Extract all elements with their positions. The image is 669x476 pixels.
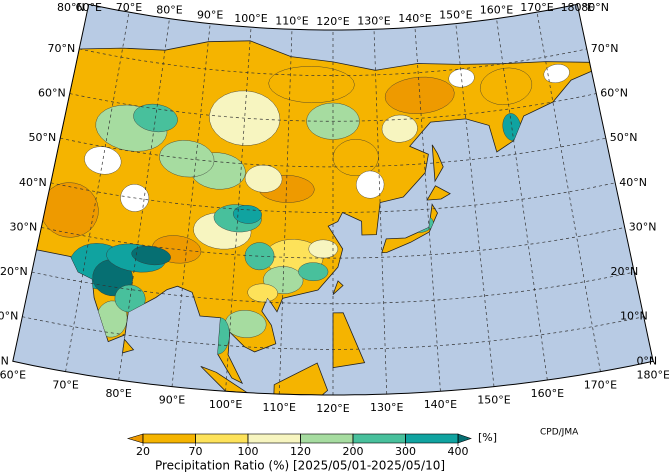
lat-label: 0°N bbox=[636, 354, 657, 367]
meridian bbox=[171, 23, 211, 387]
colorbar-low bbox=[126, 433, 144, 444]
lon-label: 180°E bbox=[636, 368, 669, 381]
map-labels: 60°E60°E70°E70°E80°E80°E90°E90°E100°E100… bbox=[0, 1, 669, 415]
lon-label: 100°E bbox=[209, 398, 242, 411]
colorbar-tick-label: 20 bbox=[136, 445, 150, 458]
lon-label: 120°E bbox=[316, 15, 349, 28]
lon-label: 80°E bbox=[105, 387, 131, 400]
colorbar-bin bbox=[300, 433, 354, 444]
lat-label: 30°N bbox=[629, 220, 657, 233]
lon-label: 170°E bbox=[584, 379, 617, 392]
lon-label: 60°E bbox=[0, 368, 26, 381]
parallel bbox=[22, 316, 644, 350]
colorbar-tick-label: 300 bbox=[395, 445, 416, 458]
parallel bbox=[41, 227, 625, 259]
lon-label: 140°E bbox=[398, 12, 431, 25]
parallel bbox=[60, 137, 606, 168]
lon-label: 70°E bbox=[52, 379, 78, 392]
lat-label: 40°N bbox=[619, 176, 647, 189]
precip-area bbox=[543, 64, 570, 84]
legend-title: Precipitation Ratio (%) [2025/05/01-2025… bbox=[155, 459, 445, 473]
land bbox=[332, 280, 344, 295]
colorbar-bin bbox=[247, 433, 301, 444]
precip-area bbox=[448, 68, 475, 88]
lon-label: 130°E bbox=[357, 14, 390, 27]
colorbar-bin bbox=[195, 433, 249, 444]
precip-area bbox=[298, 262, 329, 282]
parallel bbox=[31, 271, 635, 305]
lon-label: 100°E bbox=[234, 12, 267, 25]
meridian bbox=[496, 18, 548, 381]
lat-label: 50°N bbox=[29, 131, 57, 144]
colorbar-bin bbox=[405, 433, 459, 444]
precip-area bbox=[247, 283, 278, 303]
lon-label: 110°E bbox=[275, 14, 308, 27]
precip-area bbox=[332, 139, 379, 177]
lon-label: 160°E bbox=[531, 387, 564, 400]
lon-label: 90°E bbox=[159, 394, 185, 407]
lat-label: 50°N bbox=[610, 131, 638, 144]
lon-label: 110°E bbox=[263, 401, 296, 414]
lat-label: 80°N bbox=[57, 1, 85, 14]
precip-area bbox=[232, 205, 262, 224]
colorbar-bin bbox=[352, 433, 406, 444]
land bbox=[36, 40, 592, 385]
lat-label: 30°N bbox=[10, 220, 38, 233]
colorbar-high bbox=[457, 433, 472, 444]
parallel bbox=[50, 182, 616, 213]
lon-label: 160°E bbox=[480, 4, 513, 17]
colorbar-tick-label: 70 bbox=[189, 445, 203, 458]
precip-area bbox=[244, 242, 275, 271]
precip-area bbox=[131, 245, 171, 266]
meridian bbox=[118, 18, 170, 381]
lon-label: 90°E bbox=[197, 9, 223, 22]
meridian bbox=[65, 12, 130, 372]
colorbar: 20 70 100 120 200 300 400 bbox=[126, 433, 472, 458]
credit: CPD/JMA bbox=[540, 428, 579, 438]
parallel bbox=[69, 93, 597, 122]
colorbar-tick-label: 400 bbox=[448, 445, 469, 458]
lon-label: 150°E bbox=[439, 9, 472, 22]
precip-area bbox=[244, 164, 283, 193]
lat-label: 0°N bbox=[0, 354, 9, 367]
lat-label: 60°N bbox=[38, 87, 66, 100]
lon-label: 140°E bbox=[424, 398, 457, 411]
precip-area bbox=[308, 239, 339, 259]
precip-area bbox=[355, 170, 385, 199]
lon-label: 130°E bbox=[370, 401, 403, 414]
colorbar-tick-label: 120 bbox=[290, 445, 311, 458]
lon-label: 180°E bbox=[561, 1, 594, 14]
lat-label: 70°N bbox=[591, 42, 619, 55]
precip-area bbox=[381, 114, 418, 143]
lon-label: 150°E bbox=[477, 394, 510, 407]
land bbox=[332, 312, 366, 369]
lat-label: 60°N bbox=[600, 87, 628, 100]
colorbar-tick-label: 100 bbox=[238, 445, 259, 458]
lat-label: 80°N bbox=[581, 1, 609, 14]
lat-label: 20°N bbox=[610, 265, 638, 278]
map-frame bbox=[12, 3, 654, 396]
legend-unit: [%] bbox=[478, 431, 497, 444]
lat-label: 70°N bbox=[47, 42, 75, 55]
lat-label: 20°N bbox=[0, 265, 28, 278]
meridian bbox=[225, 27, 252, 392]
colorbar-bin bbox=[142, 433, 196, 444]
colorbar-tick-label: 200 bbox=[343, 445, 364, 458]
lat-label: 10°N bbox=[620, 310, 648, 323]
lon-label: 80°E bbox=[156, 4, 182, 17]
land bbox=[426, 185, 451, 201]
parallel bbox=[79, 48, 587, 76]
map bbox=[12, 4, 654, 396]
land bbox=[122, 338, 135, 354]
lon-label: 120°E bbox=[316, 402, 349, 415]
lon-label: 60°E bbox=[75, 1, 101, 14]
lat-label: 40°N bbox=[19, 176, 47, 189]
lat-label: 10°N bbox=[0, 310, 18, 323]
meridian bbox=[536, 12, 601, 372]
precip-area bbox=[84, 146, 122, 175]
